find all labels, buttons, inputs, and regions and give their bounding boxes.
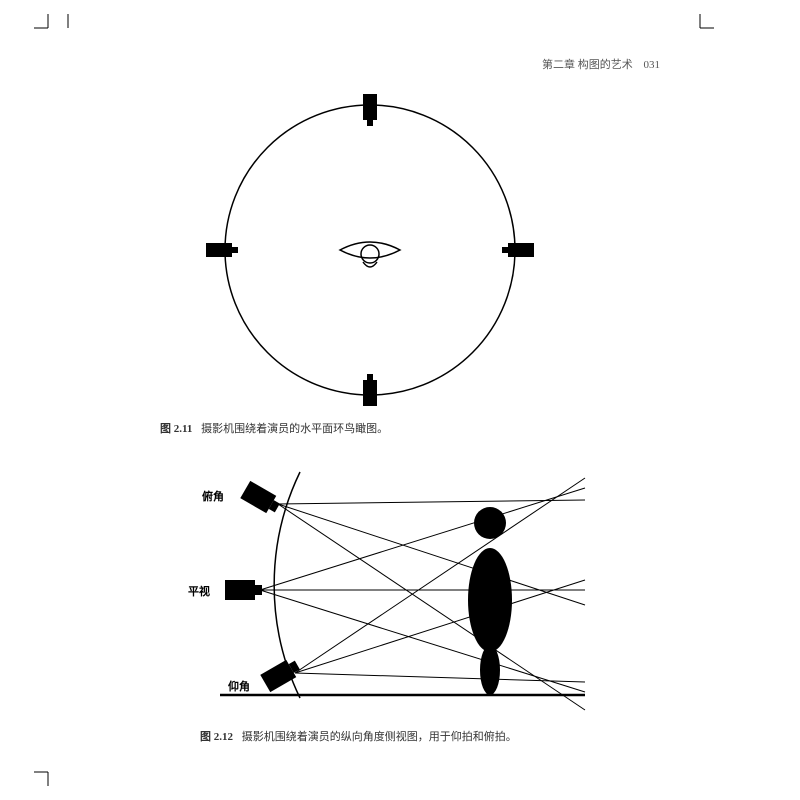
camera-eye-level-icon xyxy=(225,580,262,600)
camera-bottom-icon xyxy=(363,374,377,406)
figure-2-11-svg xyxy=(200,90,540,410)
camera-right-icon xyxy=(502,243,534,257)
subject-top-view-icon xyxy=(340,242,400,267)
figure-2-12-label: 图 2.12 xyxy=(200,731,233,743)
figure-2-12-svg: 俯角 平视 仰角 xyxy=(160,460,590,715)
figure-2-11-label: 图 2.11 xyxy=(160,423,192,435)
camera-top-icon xyxy=(363,94,377,126)
label-low-angle: 仰角 xyxy=(228,679,250,693)
figure-2-12-caption-text: 摄影机围绕着演员的纵向角度侧视图，用于仰拍和俯拍。 xyxy=(242,731,517,743)
figure-2-11-caption: 图 2.11 摄影机围绕着演员的水平面环鸟瞰图。 xyxy=(160,420,388,436)
figure-2-11-caption-text: 摄影机围绕着演员的水平面环鸟瞰图。 xyxy=(201,423,388,435)
camera-left-icon xyxy=(206,243,238,257)
figure-2-12-caption: 图 2.12 摄影机围绕着演员的纵向角度侧视图，用于仰拍和俯拍。 xyxy=(200,728,517,744)
page-number: 031 xyxy=(644,59,661,71)
camera-high-angle-icon xyxy=(240,481,282,517)
orbit-circle xyxy=(225,105,515,395)
figure-2-11 xyxy=(200,90,540,410)
figure-2-12: 俯角 平视 仰角 xyxy=(160,460,590,715)
page-header: 第二章 构图的艺术 031 xyxy=(542,56,660,72)
label-high-angle: 俯角 xyxy=(202,489,224,503)
camera-rays xyxy=(260,478,585,710)
chapter-title: 第二章 构图的艺术 xyxy=(542,59,633,71)
camera-low-angle-icon xyxy=(260,656,302,692)
label-eye-level: 平视 xyxy=(188,584,210,598)
